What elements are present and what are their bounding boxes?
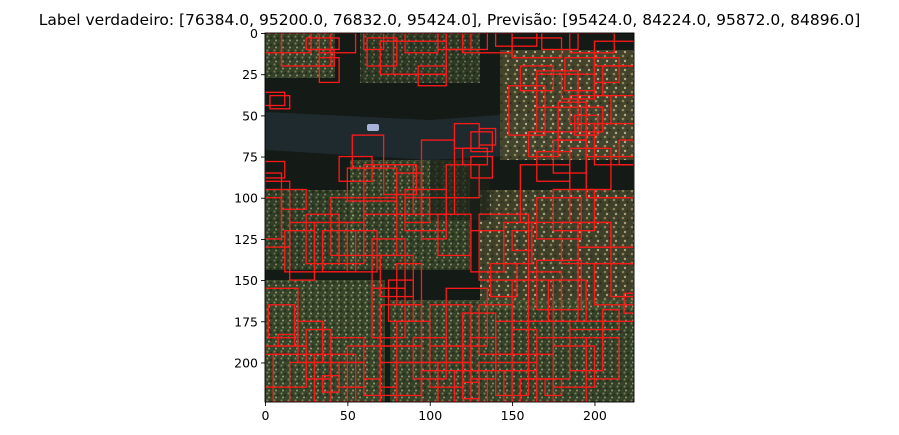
detection-box <box>610 262 634 298</box>
detection-box <box>322 374 340 393</box>
detection-box <box>623 292 634 314</box>
y-tick-label: 75 <box>242 150 258 165</box>
detection-box <box>313 353 357 402</box>
y-tick-label: 25 <box>242 67 258 82</box>
axes-frame <box>264 32 635 403</box>
y-tick-label: 125 <box>234 232 258 247</box>
detection-box <box>318 57 340 84</box>
y-axis: 0 25 50 75 100 125 150 175 200 <box>234 26 265 370</box>
aerial-image <box>265 33 634 402</box>
axes: 0 50 100 150 200 0 25 50 75 100 125 150 175 200 <box>234 26 635 423</box>
detection-box <box>265 180 291 248</box>
x-tick-label: 200 <box>583 408 607 423</box>
y-tick-label: 150 <box>234 273 258 288</box>
figure-title: Label verdadeiro: [76384.0, 95200.0, 768… <box>39 11 861 29</box>
x-tick-label: 150 <box>501 408 525 423</box>
detection-box <box>536 197 582 240</box>
detection-box <box>338 361 365 388</box>
detection-box <box>269 94 291 110</box>
detection-box <box>363 378 381 397</box>
detection-box <box>338 155 373 182</box>
detection-box <box>536 259 582 311</box>
detection-box <box>527 131 559 158</box>
detection-box <box>569 94 612 125</box>
detection-box <box>470 131 493 153</box>
detection-box <box>265 160 286 179</box>
detection-box <box>265 33 312 54</box>
y-tick-label: 0 <box>250 26 258 41</box>
detection-box <box>417 65 447 87</box>
y-tick-label: 50 <box>242 108 258 123</box>
detection-box <box>366 37 398 67</box>
detection-box <box>618 139 634 166</box>
detection-box <box>379 40 447 75</box>
detection-box <box>494 33 538 47</box>
detection-box <box>379 361 398 388</box>
detection-box <box>511 230 533 252</box>
detection-box <box>577 246 634 322</box>
detection-box <box>569 33 615 54</box>
detection-box <box>453 370 489 402</box>
detection-box <box>284 230 316 273</box>
detection-box <box>552 345 596 388</box>
detection-box <box>585 337 620 380</box>
detection-box <box>318 33 357 54</box>
detection-box <box>508 85 546 136</box>
detection-box <box>580 106 604 133</box>
detection-box <box>478 213 530 281</box>
detection-box <box>462 381 480 400</box>
x-tick-label: 50 <box>340 408 356 423</box>
x-tick-label: 0 <box>262 408 270 423</box>
detection-box <box>346 230 378 273</box>
detection-box <box>445 287 489 347</box>
detection-box <box>382 164 418 196</box>
detection-box <box>429 304 472 364</box>
detection-box <box>289 361 332 402</box>
detection-box <box>519 164 571 224</box>
detection-box <box>277 333 296 347</box>
y-tick-label: 200 <box>234 355 258 370</box>
detection-box <box>265 91 286 107</box>
detection-box <box>593 57 620 84</box>
detection-box <box>602 309 620 331</box>
detection-box <box>445 164 480 199</box>
detection-box <box>265 197 283 240</box>
detection-box <box>338 221 365 265</box>
detection-box <box>574 114 599 136</box>
detection-box <box>541 33 579 51</box>
y-tick-label: 100 <box>234 191 258 206</box>
detection-box <box>420 197 447 240</box>
detection-box <box>544 378 563 397</box>
detection-box <box>478 127 497 146</box>
detection-box <box>511 37 563 59</box>
detection-box <box>322 230 357 273</box>
x-axis: 0 50 100 150 200 <box>262 402 607 423</box>
detection-box <box>552 188 596 232</box>
detection-box <box>371 287 406 339</box>
detection-box <box>593 122 634 166</box>
y-tick-label: 175 <box>234 314 258 329</box>
detection-box <box>280 188 307 210</box>
detection-box <box>470 155 493 179</box>
x-tick-label: 100 <box>418 408 442 423</box>
detection-box <box>267 304 296 339</box>
